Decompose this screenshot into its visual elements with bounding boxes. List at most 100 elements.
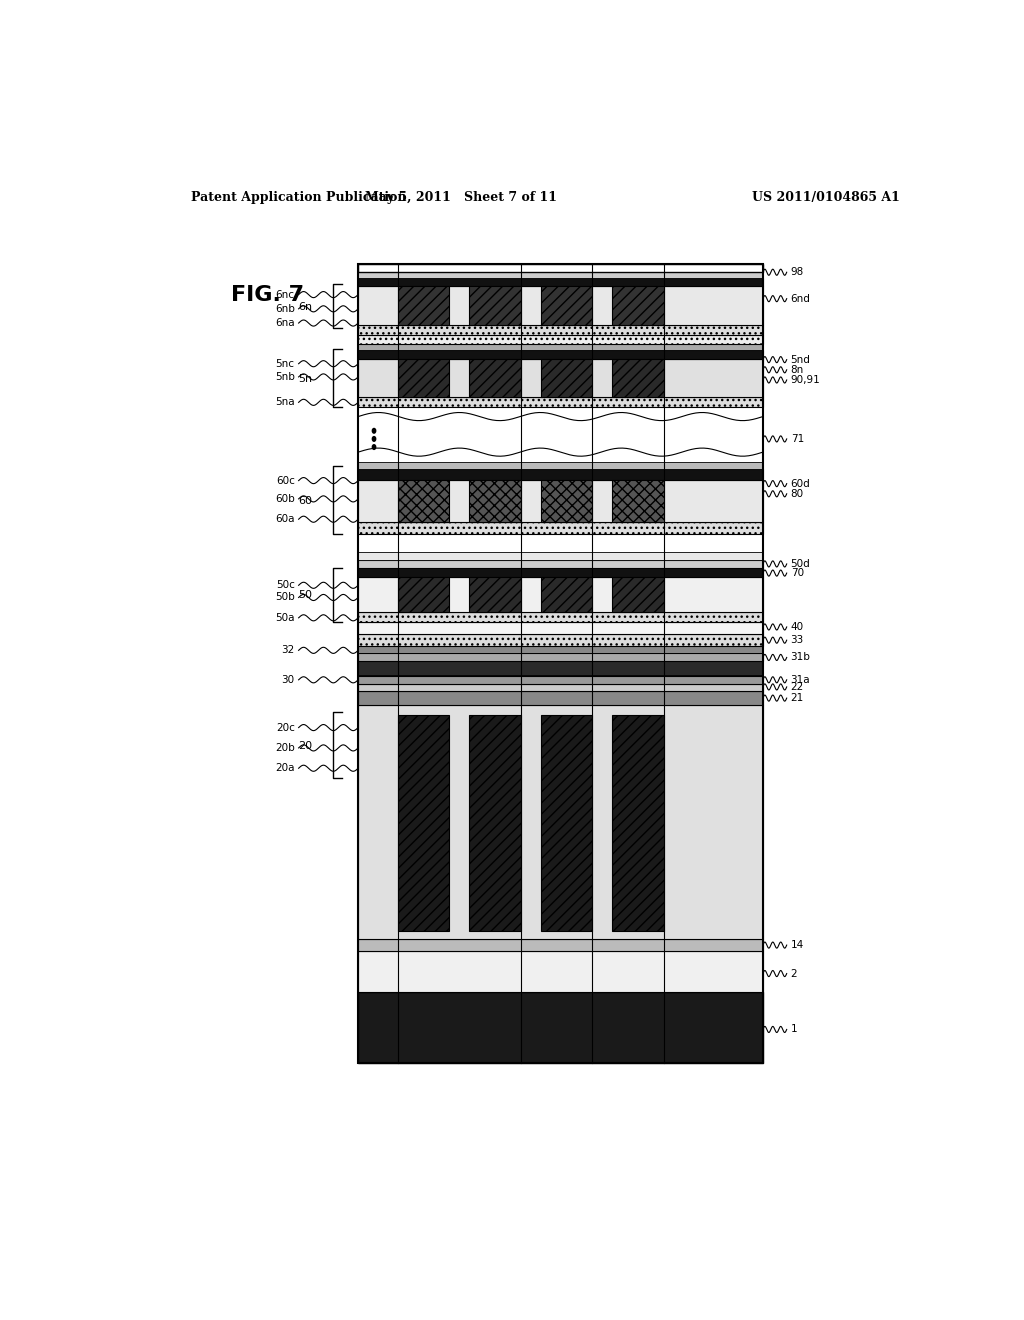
Bar	[358, 676, 763, 684]
Text: 40: 40	[791, 622, 804, 632]
Bar	[358, 634, 763, 647]
Bar	[358, 684, 763, 690]
Text: 1: 1	[791, 1024, 798, 1035]
Bar	[358, 351, 763, 359]
Bar	[358, 335, 763, 345]
Bar	[358, 272, 763, 279]
Text: 6na: 6na	[275, 318, 295, 329]
Bar	[358, 523, 763, 535]
Text: 60a: 60a	[275, 515, 295, 524]
Bar	[358, 397, 763, 408]
Bar	[612, 286, 664, 325]
Bar	[358, 345, 763, 351]
Bar	[358, 264, 763, 1063]
Bar	[358, 705, 763, 939]
Text: Patent Application Publication: Patent Application Publication	[191, 191, 407, 203]
Text: 50a: 50a	[275, 612, 295, 623]
Text: 71: 71	[791, 434, 804, 444]
Text: 31a: 31a	[791, 675, 810, 685]
Bar	[397, 359, 450, 397]
Text: 20: 20	[298, 741, 312, 751]
Text: 5nd: 5nd	[791, 355, 811, 364]
Bar	[358, 622, 763, 634]
Text: 50c: 50c	[275, 581, 295, 590]
Text: 60b: 60b	[274, 494, 295, 504]
Text: 6nc: 6nc	[275, 289, 295, 300]
Bar	[358, 325, 763, 335]
Text: 21: 21	[791, 693, 804, 704]
Bar	[358, 611, 763, 622]
Text: 5nb: 5nb	[274, 372, 295, 381]
Text: 8n: 8n	[791, 364, 804, 375]
Text: 6n: 6n	[298, 302, 312, 312]
Bar	[358, 690, 763, 705]
Bar	[469, 577, 521, 611]
Bar	[358, 479, 763, 523]
Bar	[541, 359, 592, 397]
Bar	[358, 470, 763, 479]
Text: 31b: 31b	[791, 652, 811, 663]
Text: 20b: 20b	[274, 743, 295, 752]
Text: 22: 22	[791, 682, 804, 692]
Circle shape	[372, 444, 377, 450]
Bar	[397, 715, 450, 931]
Bar	[397, 479, 450, 523]
Bar	[469, 715, 521, 931]
Bar	[397, 286, 450, 325]
Text: 33: 33	[791, 635, 804, 645]
Text: FIG. 7: FIG. 7	[231, 285, 304, 305]
Text: 6nd: 6nd	[791, 293, 811, 304]
Bar	[612, 577, 664, 611]
Bar	[541, 715, 592, 931]
Text: 90,91: 90,91	[791, 375, 820, 385]
Bar	[358, 647, 763, 653]
Bar	[612, 479, 664, 523]
Text: 50b: 50b	[274, 593, 295, 602]
Bar	[358, 991, 763, 1063]
Bar	[612, 715, 664, 931]
Text: US 2011/0104865 A1: US 2011/0104865 A1	[753, 191, 900, 203]
Text: 50: 50	[298, 590, 312, 601]
Bar	[397, 577, 450, 611]
Bar	[541, 286, 592, 325]
Text: 32: 32	[282, 645, 295, 655]
Text: 14: 14	[791, 940, 804, 950]
Bar	[358, 577, 763, 611]
Bar	[358, 952, 763, 991]
Text: 20a: 20a	[275, 763, 295, 774]
Bar	[358, 286, 763, 325]
Text: 20c: 20c	[275, 722, 295, 733]
Bar	[358, 653, 763, 660]
Text: 60: 60	[298, 496, 312, 506]
Text: 60d: 60d	[791, 479, 810, 488]
Bar	[469, 286, 521, 325]
Circle shape	[372, 436, 377, 442]
Bar	[358, 264, 763, 272]
Bar	[358, 279, 763, 286]
Text: 30: 30	[282, 675, 295, 685]
Bar	[612, 359, 664, 397]
Text: 2: 2	[791, 969, 798, 978]
Text: 6nb: 6nb	[274, 304, 295, 314]
Bar	[541, 577, 592, 611]
Text: May 5, 2011   Sheet 7 of 11: May 5, 2011 Sheet 7 of 11	[366, 191, 557, 203]
Bar	[358, 359, 763, 397]
Text: 50d: 50d	[791, 558, 810, 569]
Text: 60c: 60c	[275, 475, 295, 486]
Bar	[358, 552, 763, 560]
Circle shape	[372, 428, 377, 434]
Bar	[469, 359, 521, 397]
Text: 5nc: 5nc	[275, 359, 295, 368]
Bar	[469, 479, 521, 523]
Bar	[358, 560, 763, 568]
Text: 98: 98	[791, 267, 804, 277]
Text: 5n: 5n	[298, 374, 312, 384]
Bar	[358, 568, 763, 577]
Bar	[358, 939, 763, 952]
Bar	[358, 660, 763, 676]
Bar	[358, 462, 763, 470]
Text: 5na: 5na	[275, 397, 295, 408]
Text: 70: 70	[791, 568, 804, 578]
Bar	[541, 479, 592, 523]
Text: 80: 80	[791, 488, 804, 499]
